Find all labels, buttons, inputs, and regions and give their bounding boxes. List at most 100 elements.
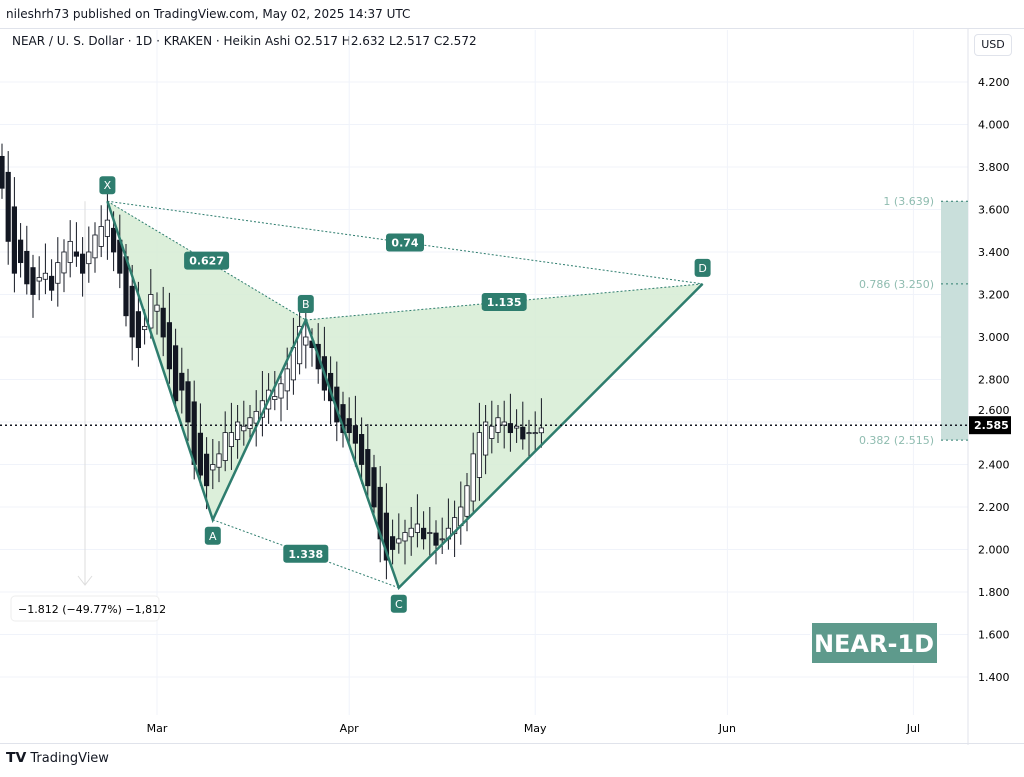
candle-body [414,523,421,533]
x-tick-label: May [524,722,547,735]
candle-body [11,206,17,274]
candle-body [179,372,185,391]
candle-body [160,307,166,338]
y-tick-label: 1.600 [978,629,1010,642]
candle-body [24,250,30,285]
ratio-label: 0.74 [391,237,418,250]
candle-body [470,453,476,502]
ratio-label: 1.135 [487,296,522,309]
fib-level-label: 0.786 (3.250) [859,278,934,291]
divider [0,743,1024,744]
x-tick-label: Mar [147,722,168,735]
candle-body [358,434,365,465]
current-price-tag [969,416,1011,435]
candle-body [507,423,514,434]
pattern-point-label: C [395,598,403,611]
arrow-down-icon [77,575,93,586]
y-tick-label: 4.000 [978,119,1010,132]
candle-body [148,294,154,329]
pattern-ratio-line [212,519,399,589]
candle-body [371,467,377,508]
candle-body [222,432,228,461]
candle-body [427,532,433,534]
candle-body [352,425,359,444]
currency-button[interactable]: USD [974,34,1012,56]
candle-body [476,432,483,478]
y-tick-label: 2.600 [978,404,1010,417]
candle-body [5,171,11,242]
candle-body [67,240,73,263]
y-tick-label: 3.000 [978,331,1010,344]
candle-body [30,267,36,295]
current-price-label: 2.585 [974,419,1009,432]
candle-body [104,219,110,237]
pattern-point-bg [694,258,711,277]
candle-body [73,251,79,257]
pattern-legs [106,200,704,591]
ratio-label-bg [481,292,527,311]
candle-body [489,425,495,439]
x-tick-label: Apr [340,722,360,735]
fib-range-box [941,201,968,441]
y-tick-label: 2.800 [978,374,1010,387]
candle-body [166,322,172,370]
pattern-point-label: D [698,262,706,275]
candle-body [278,383,284,399]
measure-box [10,595,160,622]
candle-body [439,538,445,541]
candle-body [365,449,371,487]
candle-body [111,227,117,253]
ratio-label: 1.338 [288,548,323,561]
candle-body [538,427,545,434]
y-tick-label: 2.200 [978,501,1010,514]
candle-body [49,275,55,291]
fib-level-label: 1 (3.639) [883,195,934,208]
published-by: nileshrh73 published on TradingView.com,… [6,7,411,21]
candle-body [0,155,5,189]
candle-body [501,421,507,426]
candle-body [135,311,141,349]
ratio-label-bg [283,544,329,563]
candle-body [253,410,259,424]
candle-body [185,381,191,423]
candle-body [197,432,203,476]
candle-body [420,527,427,540]
candle-body [303,336,309,346]
divider [0,28,1024,29]
pattern-point-label: B [302,298,310,311]
footer: ꓔꓦ TradingView [6,750,109,766]
candle-body [36,277,42,282]
candle-body [98,226,104,247]
candle-body [383,512,390,561]
candle-body [55,262,61,284]
footer-brand[interactable]: TradingView [30,750,109,766]
candle-body [284,368,290,392]
pattern-point-label: X [104,179,112,192]
pattern-point-label: A [209,530,217,543]
candle-body [377,486,383,540]
symbol-legend: NEAR / U. S. Dollar · 1D · KRAKEN · Heik… [12,34,477,48]
candle-body [482,421,489,456]
candle-body [247,417,253,429]
candle-body [408,527,414,538]
candle-body [92,234,98,259]
candle-body [433,532,439,546]
candle-body [296,325,303,365]
y-tick-label: 4.200 [978,76,1010,89]
y-tick-label: 2.000 [978,544,1010,557]
price-chart[interactable]: 4.200 4.000 3.800 3.600 3.400 3.200 3.000 2.800… [0,0,1024,745]
pattern-point-bg [297,295,314,313]
candle-body [396,538,402,544]
candle-body [129,285,135,338]
symbol-badge [810,621,939,665]
pattern-point-bg [390,594,407,613]
candle-body [228,432,234,447]
pattern-point-bg [99,176,116,195]
pattern-point-bg [204,526,221,545]
ratio-label-bg [184,251,230,270]
candle-body [86,251,92,265]
candle-body [520,426,526,440]
candle-body [80,253,86,274]
x-tick-label: Jul [906,722,920,735]
candle-body [61,251,67,274]
